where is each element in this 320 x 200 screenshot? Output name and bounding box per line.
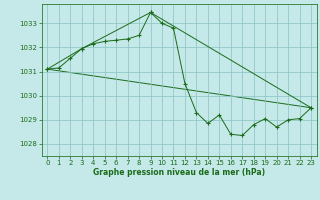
X-axis label: Graphe pression niveau de la mer (hPa): Graphe pression niveau de la mer (hPa) [93, 168, 265, 177]
